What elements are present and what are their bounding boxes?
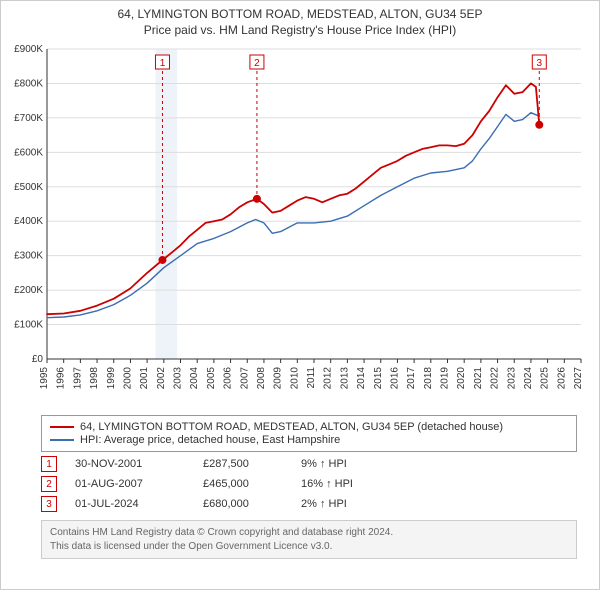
svg-text:2005: 2005 xyxy=(206,367,217,390)
svg-text:2011: 2011 xyxy=(306,367,317,389)
svg-text:1: 1 xyxy=(160,58,166,69)
svg-text:£700K: £700K xyxy=(14,113,43,124)
legend-swatch xyxy=(50,439,74,441)
svg-text:2009: 2009 xyxy=(273,367,284,390)
chart-area: £0 £100K £200K £300K £400K £500K £600K £700K £80… xyxy=(1,39,600,409)
svg-text:£500K: £500K xyxy=(14,182,43,193)
svg-text:2024: 2024 xyxy=(523,367,534,390)
legend-row: HPI: Average price, detached house, East… xyxy=(50,434,568,446)
legend: 64, LYMINGTON BOTTOM ROAD, MEDSTEAD, ALT… xyxy=(41,415,577,452)
sale-row: 3 01-JUL-2024 £680,000 2% ↑ HPI xyxy=(41,496,577,512)
svg-text:2017: 2017 xyxy=(406,367,417,390)
svg-text:2003: 2003 xyxy=(173,367,184,390)
svg-text:2021: 2021 xyxy=(473,367,484,390)
sale-row: 1 30-NOV-2001 £287,500 9% ↑ HPI xyxy=(41,456,577,472)
svg-text:2012: 2012 xyxy=(323,367,334,390)
svg-text:1997: 1997 xyxy=(72,367,83,390)
svg-text:1996: 1996 xyxy=(56,367,67,390)
svg-text:£200K: £200K xyxy=(14,285,43,296)
sale-marker: 3 xyxy=(41,496,57,512)
sale-price: £465,000 xyxy=(203,478,283,490)
svg-text:£800K: £800K xyxy=(14,78,43,89)
sale-marker: 2 xyxy=(41,476,57,492)
sales-list: 1 30-NOV-2001 £287,500 9% ↑ HPI 2 01-AUG-2007… xyxy=(41,456,577,512)
title-line-2: Price paid vs. HM Land Registry's House … xyxy=(5,23,595,37)
sale-hpi-delta: 9% ↑ HPI xyxy=(301,458,421,470)
svg-text:2001: 2001 xyxy=(139,367,150,390)
svg-text:2022: 2022 xyxy=(490,367,501,390)
svg-text:1999: 1999 xyxy=(106,367,117,390)
svg-text:£300K: £300K xyxy=(14,251,43,262)
price-chart-svg: £0 £100K £200K £300K £400K £500K £600K £700K £80… xyxy=(1,39,600,409)
sale-date: 01-AUG-2007 xyxy=(75,478,185,490)
svg-text:2008: 2008 xyxy=(256,367,267,390)
svg-text:3: 3 xyxy=(537,58,543,69)
sale-date: 01-JUL-2024 xyxy=(75,498,185,510)
svg-text:2006: 2006 xyxy=(223,367,234,390)
svg-text:2007: 2007 xyxy=(239,367,250,390)
svg-text:1998: 1998 xyxy=(89,367,100,390)
legend-label: 64, LYMINGTON BOTTOM ROAD, MEDSTEAD, ALT… xyxy=(80,421,503,433)
attribution-box: Contains HM Land Registry data © Crown c… xyxy=(41,520,577,559)
title-line-1: 64, LYMINGTON BOTTOM ROAD, MEDSTEAD, ALT… xyxy=(5,7,595,21)
svg-text:2015: 2015 xyxy=(373,367,384,390)
svg-text:£0: £0 xyxy=(32,354,44,365)
sale-price: £680,000 xyxy=(203,498,283,510)
svg-text:2025: 2025 xyxy=(540,367,551,390)
svg-text:£900K: £900K xyxy=(14,44,43,55)
sale-price: £287,500 xyxy=(203,458,283,470)
sale-hpi-delta: 2% ↑ HPI xyxy=(301,498,421,510)
svg-text:2027: 2027 xyxy=(573,367,584,390)
svg-text:2023: 2023 xyxy=(506,367,517,390)
svg-text:£100K: £100K xyxy=(14,320,43,331)
legend-swatch xyxy=(50,426,74,428)
svg-text:2010: 2010 xyxy=(289,367,300,390)
svg-text:2004: 2004 xyxy=(189,367,200,390)
sale-marker: 1 xyxy=(41,456,57,472)
chart-title: 64, LYMINGTON BOTTOM ROAD, MEDSTEAD, ALT… xyxy=(1,1,599,39)
svg-text:2: 2 xyxy=(254,58,260,69)
svg-text:£400K: £400K xyxy=(14,216,43,227)
svg-text:2002: 2002 xyxy=(156,367,167,390)
sale-hpi-delta: 16% ↑ HPI xyxy=(301,478,421,490)
svg-text:2016: 2016 xyxy=(389,367,400,390)
svg-text:2026: 2026 xyxy=(556,367,567,390)
svg-text:2014: 2014 xyxy=(356,367,367,390)
attribution-line-1: Contains HM Land Registry data © Crown c… xyxy=(50,526,568,540)
sale-date: 30-NOV-2001 xyxy=(75,458,185,470)
svg-text:2013: 2013 xyxy=(339,367,350,390)
svg-text:£600K: £600K xyxy=(14,147,43,158)
legend-row: 64, LYMINGTON BOTTOM ROAD, MEDSTEAD, ALT… xyxy=(50,421,568,433)
svg-text:2020: 2020 xyxy=(456,367,467,390)
svg-text:2000: 2000 xyxy=(122,367,133,390)
legend-label: HPI: Average price, detached house, East… xyxy=(80,434,340,446)
svg-text:2019: 2019 xyxy=(440,367,451,390)
attribution-line-2: This data is licensed under the Open Gov… xyxy=(50,540,568,554)
svg-text:2018: 2018 xyxy=(423,367,434,390)
svg-text:1995: 1995 xyxy=(39,367,50,390)
sale-row: 2 01-AUG-2007 £465,000 16% ↑ HPI xyxy=(41,476,577,492)
